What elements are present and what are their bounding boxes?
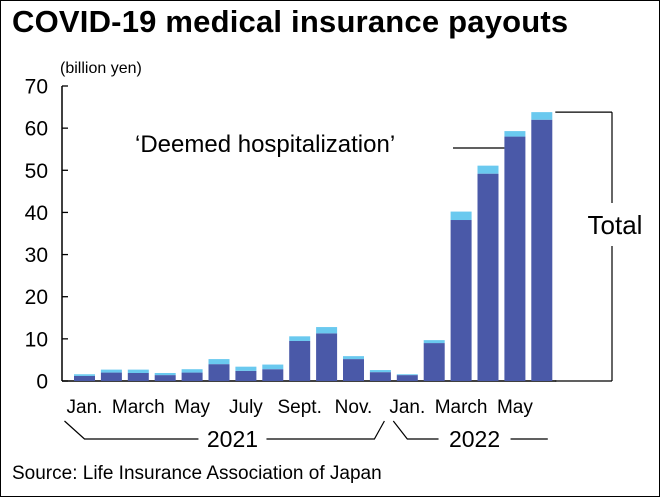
x-tick-label: Sept. bbox=[278, 397, 322, 418]
year-bracket-right bbox=[266, 420, 385, 440]
bar-segment-deemed bbox=[127, 369, 149, 373]
bar-segment-base bbox=[74, 375, 95, 381]
bar-segment-deemed bbox=[289, 336, 311, 341]
bar-segment-base bbox=[235, 370, 257, 381]
total-label: Total bbox=[588, 210, 643, 240]
x-tick-label: March bbox=[112, 397, 165, 418]
bar-segment-base bbox=[450, 220, 472, 381]
bar-segment-deemed bbox=[154, 372, 176, 376]
year-bracket-left bbox=[392, 420, 439, 440]
bar-segment-deemed bbox=[316, 327, 338, 334]
y-tick-label: 30 bbox=[25, 244, 48, 267]
bar-segment-deemed bbox=[343, 356, 364, 360]
deemed-hospitalization-label: ‘Deemed hospitalization’ bbox=[135, 131, 395, 158]
bar-segment-deemed bbox=[450, 211, 472, 221]
bar-segment-base bbox=[504, 136, 526, 381]
bar-segment-deemed bbox=[396, 374, 418, 376]
bar-segment-deemed bbox=[504, 131, 526, 137]
y-tick-label: 20 bbox=[25, 286, 48, 309]
year-label: 2021 bbox=[207, 426, 258, 452]
bar-segment-base bbox=[181, 372, 203, 381]
bar-segment-base bbox=[477, 173, 499, 381]
bar-segment-deemed bbox=[100, 369, 122, 373]
bar-segment-base bbox=[262, 369, 284, 381]
x-tick-label: May bbox=[497, 397, 533, 418]
x-tick-label: May bbox=[174, 397, 210, 418]
bar-segment-base bbox=[316, 333, 338, 381]
x-tick-label: Nov. bbox=[335, 397, 373, 418]
chart-title: COVID-19 medical insurance payouts bbox=[12, 4, 569, 39]
y-tick-label: 0 bbox=[36, 371, 48, 394]
x-tick-label: Jan. bbox=[67, 397, 103, 418]
bar-segment-base bbox=[423, 343, 445, 381]
bar-segment-base bbox=[154, 375, 176, 381]
bar-segment-deemed bbox=[235, 366, 257, 371]
y-tick-label: 50 bbox=[25, 160, 48, 183]
bar-segment-base bbox=[289, 340, 311, 381]
bar-segment-base bbox=[396, 375, 418, 381]
x-tick-label: July bbox=[229, 397, 263, 418]
y-tick-label: 60 bbox=[25, 118, 48, 141]
bar-segment-deemed bbox=[423, 340, 445, 344]
bar-segment-base bbox=[343, 359, 364, 381]
bar-segment-deemed bbox=[531, 112, 553, 120]
bar-segment-base bbox=[100, 372, 122, 381]
bar-segment-deemed bbox=[477, 165, 499, 174]
bar-segment-deemed bbox=[208, 359, 230, 365]
y-tick-label: 40 bbox=[25, 202, 48, 225]
y-axis-unit-label: (billion yen) bbox=[60, 60, 142, 77]
x-tick-label: Jan. bbox=[389, 397, 425, 418]
y-tick-label: 10 bbox=[25, 328, 48, 351]
bar-segment-deemed bbox=[74, 374, 95, 376]
bar-segment-deemed bbox=[181, 369, 203, 373]
bar-segment-base bbox=[127, 372, 149, 381]
bar-segment-deemed bbox=[369, 370, 391, 373]
year-bracket-left bbox=[64, 420, 199, 440]
year-label: 2022 bbox=[449, 426, 500, 452]
x-tick-label: March bbox=[435, 397, 488, 418]
bar-segment-base bbox=[208, 364, 230, 381]
source-note: Source: Life Insurance Association of Ja… bbox=[12, 463, 382, 484]
bar-segment-deemed bbox=[262, 364, 284, 370]
y-tick-label: 70 bbox=[25, 76, 48, 99]
bar-segment-base bbox=[369, 372, 391, 381]
bar-segment-base bbox=[531, 119, 553, 381]
